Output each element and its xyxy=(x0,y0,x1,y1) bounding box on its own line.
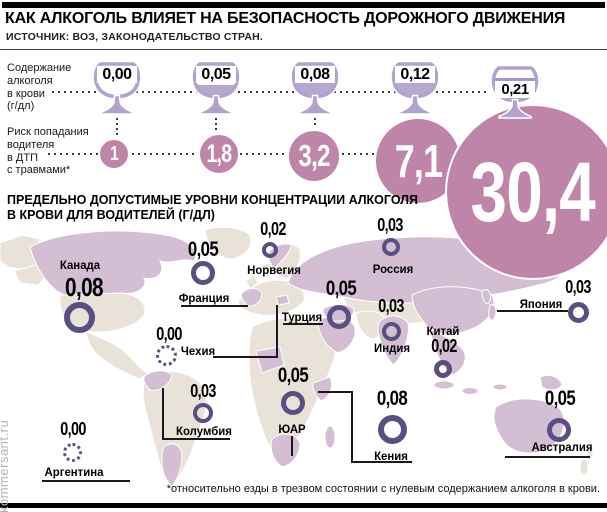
country-value-russia: 0,03 xyxy=(377,215,403,235)
leader-turkey xyxy=(283,323,323,325)
country-value-turkey: 0,05 xyxy=(325,277,357,300)
bac-dotted-line xyxy=(52,91,489,93)
country-ring-argentina xyxy=(63,443,82,462)
country-ring-kenya xyxy=(378,415,407,444)
map-heading: ПРЕДЕЛЬНО ДОПУСТИМЫЕ УРОВНИ КОНЦЕНТРАЦИИ… xyxy=(7,193,418,222)
country-value-norway: 0,02 xyxy=(260,219,286,239)
leader-argentina xyxy=(42,480,130,482)
bac-value-5: 0,21 xyxy=(495,81,535,98)
country-value-france: 0,05 xyxy=(187,238,219,261)
country-value-japan: 0,03 xyxy=(565,277,591,297)
bac-value-1: 0,00 xyxy=(97,66,137,83)
leader-czech-v xyxy=(276,305,278,358)
risk-bubble-4: 7,1 xyxy=(374,117,462,205)
country-ring-china xyxy=(434,360,452,378)
watermark: kommersant.ru xyxy=(0,419,11,512)
bac-glass-3: 0,08 xyxy=(290,60,340,116)
leader-australia xyxy=(505,456,590,458)
risk-value-3: 3,2 xyxy=(298,138,330,173)
connector-dotted-1 xyxy=(116,118,118,136)
country-label-turkey: Турция xyxy=(281,310,323,324)
country-label-australia: Австралия xyxy=(531,440,593,454)
country-value-china: 0,02 xyxy=(431,336,457,356)
country-ring-france xyxy=(191,261,215,285)
bac-glass-4: 0,12 xyxy=(390,60,440,116)
country-ring-russia xyxy=(382,238,400,256)
bac-value-2: 0,05 xyxy=(196,66,236,83)
country-ring-japan xyxy=(568,302,589,323)
country-ring-colombia xyxy=(193,403,213,423)
risk-bubble-3: 3,2 xyxy=(287,129,341,183)
leader-colombia-h xyxy=(162,438,230,440)
bac-axis-label: Содержание алкоголя в крови (г/дл) xyxy=(7,62,72,113)
risk-bubble-1: 1 xyxy=(98,138,130,170)
risk-value-5: 30,4 xyxy=(470,144,596,239)
risk-axis-label: Риск попадания водителя в ДТП с травмами… xyxy=(7,126,89,177)
country-label-norway: Норвегия xyxy=(247,263,301,277)
country-label-kenya: Кения xyxy=(374,449,408,463)
country-ring-india xyxy=(382,322,401,341)
country-label-argentina: Аргентина xyxy=(44,465,104,479)
leader-kenya-h2 xyxy=(351,461,412,463)
country-ring-australia xyxy=(547,418,571,442)
country-label-colombia: Колумбия xyxy=(176,424,232,438)
country-label-india: Индия xyxy=(374,341,410,355)
risk-dotted-line xyxy=(48,153,448,155)
country-value-canada: 0,08 xyxy=(65,272,104,302)
country-value-argentina: 0,00 xyxy=(60,419,86,439)
country-label-france: Франция xyxy=(178,291,230,305)
country-value-colombia: 0,03 xyxy=(190,381,216,401)
header-divider xyxy=(0,49,607,50)
country-ring-czech xyxy=(156,345,177,366)
leader-colombia-v xyxy=(162,388,164,440)
risk-bubble-5: 30,4 xyxy=(445,104,607,280)
country-ring-south-africa xyxy=(281,391,305,415)
leader-czech-h xyxy=(213,356,278,358)
connector-dotted-3 xyxy=(314,118,316,127)
bac-glass-5: 0,21 xyxy=(490,64,540,120)
leader-france xyxy=(181,305,248,307)
country-label-south-africa: ЮАР xyxy=(278,422,306,436)
country-value-kenya: 0,08 xyxy=(376,387,408,410)
country-ring-norway xyxy=(262,242,278,258)
risk-value-1: 1 xyxy=(110,142,119,165)
top-rule-bar xyxy=(2,2,605,8)
bac-glass-1: 0,00 xyxy=(92,60,142,116)
risk-value-2: 1,8 xyxy=(206,139,233,168)
country-ring-canada xyxy=(64,302,95,333)
country-value-czech: 0,00 xyxy=(156,324,182,344)
page-title: КАК АЛКОГОЛЬ ВЛИЯЕТ НА БЕЗОПАСНОСТЬ ДОРО… xyxy=(5,10,566,27)
country-value-india: 0,03 xyxy=(378,296,404,316)
country-label-canada: Канада xyxy=(59,258,101,272)
country-value-south-africa: 0,05 xyxy=(277,364,309,387)
bottom-rule-bar xyxy=(0,503,607,508)
bac-value-4: 0,12 xyxy=(395,66,435,83)
bac-glass-2: 0,05 xyxy=(191,60,241,116)
leader-japan xyxy=(497,310,568,312)
source-line: ИСТОЧНИК: ВОЗ, ЗАКОНОДАТЕЛЬСТВО СТРАН. xyxy=(6,31,264,43)
risk-value-4: 7,1 xyxy=(394,135,442,187)
country-ring-turkey xyxy=(327,305,351,329)
bac-value-3: 0,08 xyxy=(295,66,335,83)
risk-bubble-2: 1,8 xyxy=(198,133,240,175)
connector-dotted-2 xyxy=(215,118,217,131)
country-label-china: Китай xyxy=(426,324,460,338)
country-value-australia: 0,05 xyxy=(544,387,576,410)
footnote: *относительно езды в трезвом состоянии с… xyxy=(166,483,600,495)
leader-south-africa xyxy=(291,436,293,456)
country-label-czech: Чехия xyxy=(180,344,216,358)
country-label-japan: Япония xyxy=(519,297,563,311)
country-label-russia: Россия xyxy=(372,262,414,276)
leader-kenya-h1 xyxy=(318,391,353,393)
leader-kenya-v xyxy=(351,391,353,463)
